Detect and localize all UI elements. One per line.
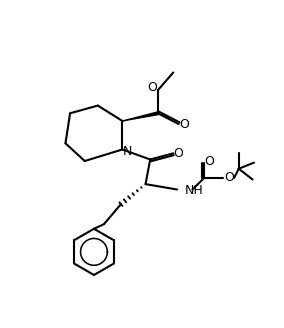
Text: O: O bbox=[174, 147, 183, 160]
Text: O: O bbox=[179, 117, 189, 131]
Text: O: O bbox=[147, 81, 157, 93]
Polygon shape bbox=[122, 112, 158, 121]
Text: O: O bbox=[224, 172, 234, 184]
Text: N: N bbox=[123, 145, 133, 158]
Text: NH: NH bbox=[185, 184, 204, 197]
Text: O: O bbox=[204, 155, 214, 168]
